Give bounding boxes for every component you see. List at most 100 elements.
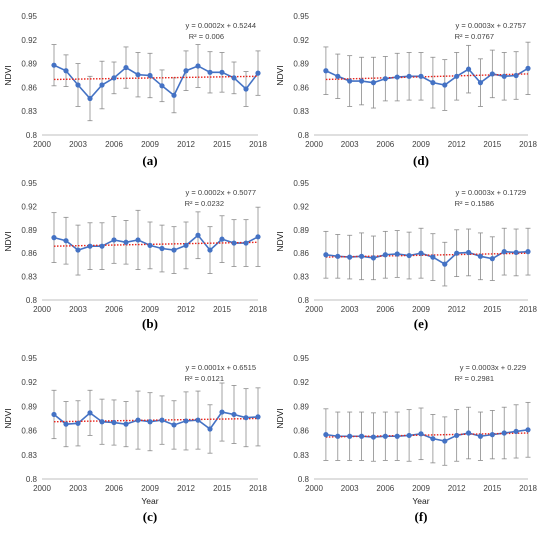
x-tick-label: 2015 — [483, 484, 501, 493]
x-tick-label: 2009 — [412, 305, 430, 314]
y-tick-label: 0.95 — [293, 179, 309, 188]
trend-line — [53, 417, 259, 423]
ndvi-point — [135, 72, 141, 78]
y-tick-label: 0.95 — [21, 179, 37, 188]
ndvi-point — [477, 80, 484, 86]
x-tick-label: 2012 — [177, 140, 195, 149]
ndvi-point — [406, 432, 412, 439]
y-tick-label: 0.89 — [21, 226, 37, 235]
ndvi-point — [147, 72, 153, 79]
x-tick-label: 2018 — [249, 484, 267, 493]
ndvi-point — [255, 234, 261, 240]
y-axis-title: NDVI — [3, 231, 13, 251]
x-tick-label: 2000 — [33, 484, 51, 493]
trend-equation: y = 0.0002x + 0.5244 — [186, 21, 256, 30]
y-axis-title: NDVI — [275, 65, 285, 85]
chart-panel-3: 0.8 0.83 0.86 0.89 0.92 0.95 2000 2003 2006 2009 2… — [275, 179, 537, 331]
ndvi-point — [513, 428, 519, 435]
ndvi-point — [231, 411, 237, 418]
trend-line — [53, 75, 259, 81]
ndvi-point — [207, 247, 213, 253]
x-tick-label: 2000 — [33, 305, 51, 314]
ndvi-point — [183, 418, 189, 424]
ndvi-point — [382, 252, 388, 258]
panel-label: (a) — [142, 153, 157, 168]
y-tick-label: 0.92 — [293, 202, 309, 211]
ndvi-series-line — [325, 429, 529, 442]
x-tick-label: 2000 — [305, 140, 323, 149]
ndvi-point — [51, 411, 57, 418]
y-tick-label: 0.92 — [21, 202, 37, 211]
ndvi-point — [231, 75, 237, 81]
y-tick-label: 0.83 — [21, 451, 37, 460]
ndvi-point — [99, 419, 105, 425]
ndvi-point — [477, 433, 484, 439]
ndvi-point — [418, 431, 424, 437]
ndvi-point — [335, 73, 341, 79]
y-axis-title: NDVI — [3, 65, 13, 85]
ndvi-point — [183, 242, 189, 248]
ndvi-point — [147, 242, 153, 248]
ndvi-point — [63, 238, 69, 244]
y-tick-label: 0.95 — [293, 354, 309, 363]
ndvi-point — [243, 86, 249, 92]
trend-equation: y = 0.0003x + 0.2757 — [456, 21, 526, 30]
ndvi-point — [255, 70, 261, 76]
x-tick-label: 2015 — [213, 484, 231, 493]
ndvi-point — [382, 76, 388, 82]
y-tick-label: 0.86 — [293, 83, 309, 92]
ndvi-point — [430, 254, 436, 260]
trend-equation: y = 0.0001x + 0.6515 — [186, 363, 256, 372]
ndvi-point — [159, 245, 165, 252]
x-tick-label: 2015 — [213, 305, 231, 314]
y-tick-label: 0.89 — [293, 226, 309, 235]
ndvi-point — [195, 63, 201, 69]
x-tick-label: 2018 — [519, 140, 537, 149]
ndvi-point — [406, 252, 412, 259]
ndvi-point — [243, 240, 249, 246]
ndvi-point — [335, 433, 341, 439]
y-tick-label: 0.92 — [21, 36, 37, 45]
ndvi-point — [219, 69, 225, 75]
y-tick-label: 0.92 — [293, 36, 309, 45]
trend-r2: R² = 0.006 — [189, 32, 224, 41]
ndvi-point — [489, 432, 495, 438]
panel-label: (f) — [415, 509, 428, 524]
ndvi-point — [75, 82, 81, 88]
y-tick-label: 0.8 — [26, 475, 38, 484]
ndvi-point — [111, 75, 117, 81]
chart-panel-1: 0.8 0.83 0.86 0.89 0.92 0.95 2000 2003 2006 2009 2… — [275, 12, 537, 168]
ndvi-point — [454, 250, 460, 256]
ndvi-point — [135, 237, 141, 243]
ndvi-point — [111, 237, 117, 243]
trend-line — [53, 241, 259, 247]
y-tick-label: 0.89 — [21, 402, 37, 411]
x-tick-label: 2009 — [141, 484, 159, 493]
trend-equation: y = 0.0002x + 0.5077 — [186, 188, 256, 197]
ndvi-point — [51, 235, 57, 241]
ndvi-point — [454, 73, 460, 79]
ndvi-point — [123, 239, 129, 245]
ndvi-point — [489, 256, 495, 262]
ndvi-point — [335, 253, 341, 259]
ndvi-point — [243, 415, 249, 421]
x-tick-label: 2015 — [483, 140, 501, 149]
ndvi-point — [75, 247, 81, 253]
ndvi-point — [159, 417, 165, 423]
ndvi-point — [465, 249, 472, 256]
y-axis-title: NDVI — [275, 408, 285, 428]
y-tick-label: 0.83 — [293, 107, 309, 116]
trend-r2: R² = 0.0232 — [185, 199, 224, 208]
x-tick-label: 2012 — [177, 484, 195, 493]
ndvi-point — [513, 72, 519, 79]
chart-panel-4: 0.8 0.83 0.86 0.89 0.92 0.95 2000 2003 2006 2009 2… — [3, 354, 267, 524]
trend-r2: R² = 0.1586 — [455, 199, 494, 208]
trend-equation: y = 0.0003x + 0.229 — [460, 363, 526, 372]
x-tick-label: 2018 — [249, 305, 267, 314]
ndvi-point — [111, 419, 117, 426]
y-tick-label: 0.89 — [21, 60, 37, 69]
y-tick-label: 0.8 — [298, 475, 310, 484]
x-tick-label: 2009 — [412, 140, 430, 149]
ndvi-point — [183, 68, 189, 74]
chart-panel-5: 0.8 0.83 0.86 0.89 0.92 0.95 2000 2003 2006 2009 2… — [275, 354, 537, 524]
